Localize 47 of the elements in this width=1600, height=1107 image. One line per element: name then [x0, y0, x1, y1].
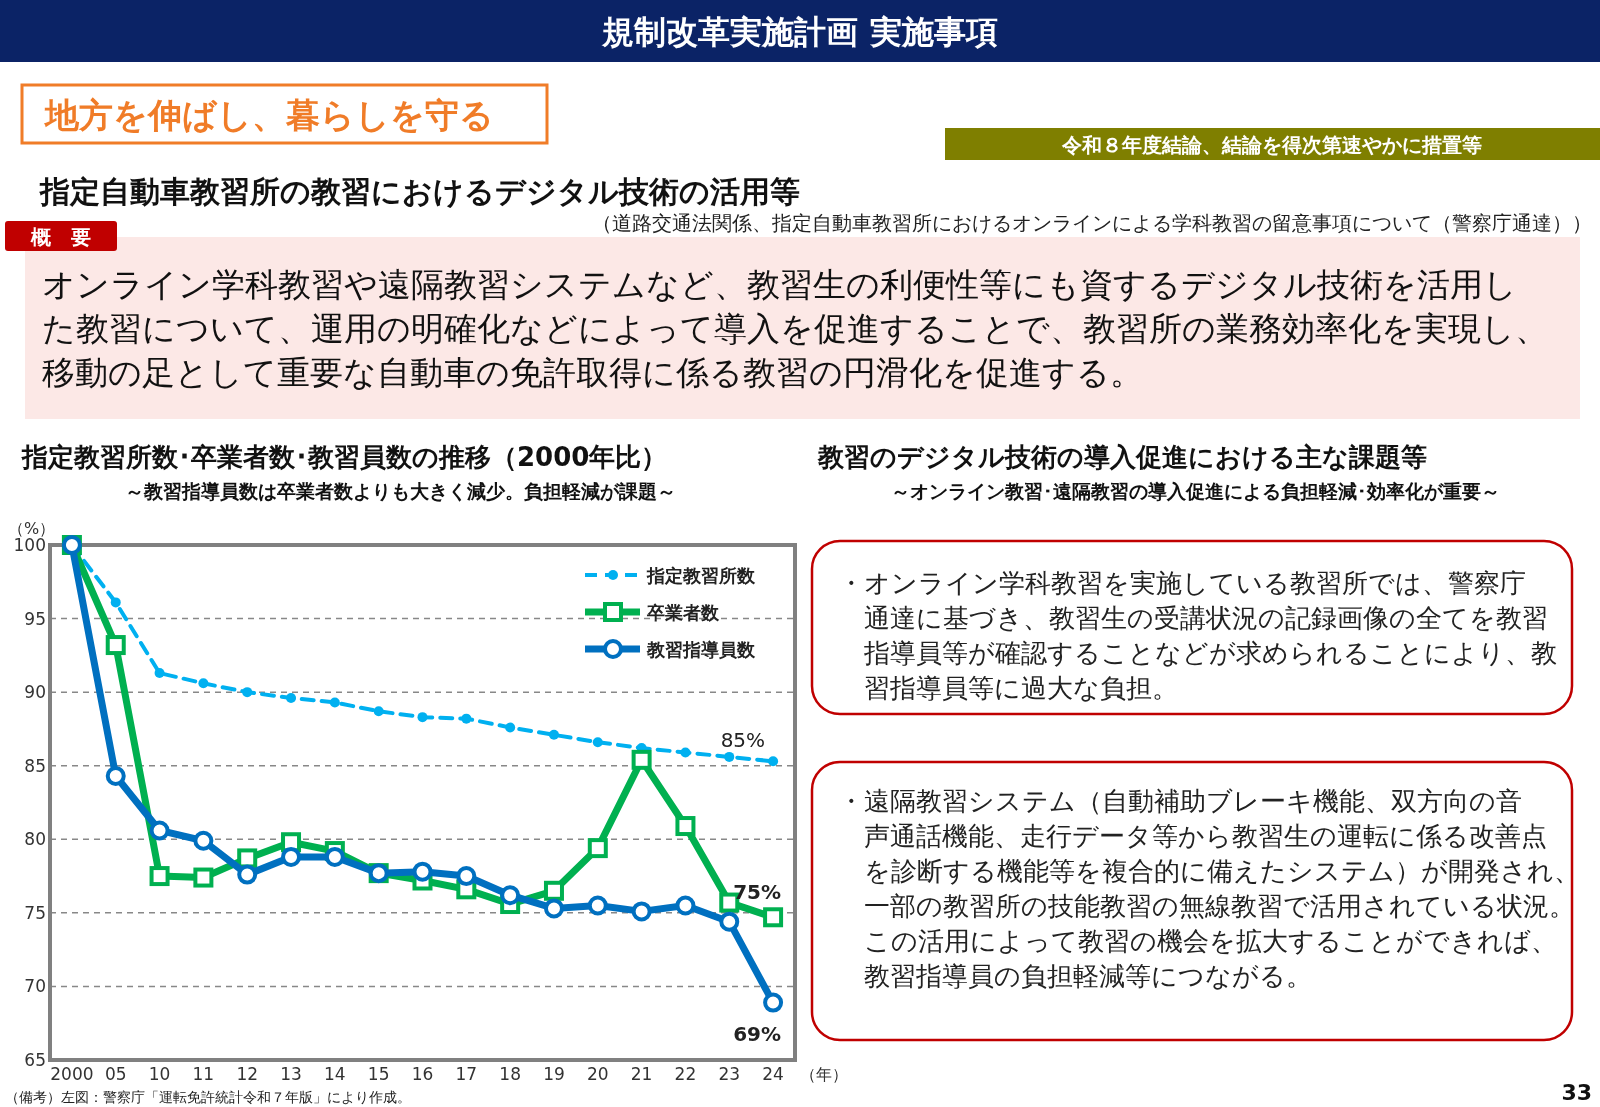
- data-label: 85%: [720, 728, 766, 753]
- chart-subtitle: ～教習指導員数は卒業者数よりも大きく減少。負担軽減が課題～: [124, 480, 676, 502]
- x-tick-label: 17: [455, 1064, 478, 1084]
- y-tick-label: 70: [24, 976, 46, 997]
- legend-label: 教習指導員数: [646, 639, 756, 660]
- x-tick-label: 11: [192, 1064, 215, 1084]
- text: ・遠隔教習システム（自動補助ブレーキ機能、双方向の音声通話機能、走行データ等から教習生の運転に係る改善点を診断する機能等を複合的に備えたシステム）が開発され、一部の教習所の技能教習の無線教習で活用されている状況。この活用によって教習の機会を拡大することができれば、教習指導員の負担軽減等につながる。: [838, 786, 1580, 991]
- text: 教習のデジタル技術の導入促進における主な課題等: [817, 442, 1427, 472]
- y-tick-label: 85: [24, 755, 46, 776]
- chart-title: 指定教習所数･卒業者数･教習員数の推移（2000年比）: [21, 442, 668, 472]
- x-tick-label: 23: [718, 1064, 741, 1084]
- x-tick-label: 18: [499, 1064, 521, 1084]
- data-label: 69%: [733, 1021, 782, 1046]
- text: （備考）左図：警察庁「運転免許統計令和７年版」により作成。: [5, 1089, 411, 1105]
- text: 規制改革実施計画 実施事項: [601, 13, 998, 51]
- y-tick-label: 65: [24, 1050, 46, 1070]
- x-tick-label: 13: [280, 1064, 302, 1084]
- x-tick-label: 12: [236, 1064, 259, 1084]
- x-tick-label: 15: [367, 1064, 390, 1084]
- x-axis-title: （年）: [800, 1065, 848, 1084]
- x-tick-label: 2000: [50, 1064, 94, 1084]
- text: 指定自動車教習所の教習におけるデジタル技術の活用等: [39, 174, 800, 209]
- y-tick-label: 75: [24, 902, 46, 923]
- text: （道路交通法関係、指定自動車教習所におけるオンラインによる学科教習の留意事項について（警察庁通達））: [592, 211, 1592, 235]
- text: 概 要: [30, 225, 91, 249]
- x-tick-label: 24: [762, 1064, 784, 1084]
- legend-label: 指定教習所数: [646, 565, 756, 586]
- text: 地方を伸ばし、暮らしを守る: [43, 95, 494, 135]
- x-tick-label: 19: [543, 1064, 565, 1084]
- text: オンライン学科教習や遠隔教習システムなど、教習生の利便性等にも資するデジタル技術を活用した教習について、運用の明確化などによって導入を促進することで、教習所の業務効率化を実現し、移動の足として重要な自動車の免許取得に係る教習の円滑化を促進する。: [42, 265, 1548, 392]
- text: ～オンライン教習･遠隔教習の導入促進による負担軽減･効率化が重要～: [890, 480, 1500, 502]
- y-axis-title: （%）: [8, 519, 56, 538]
- y-tick-label: 95: [24, 608, 46, 629]
- x-tick-label: 21: [630, 1064, 653, 1084]
- y-tick-label: 80: [24, 829, 46, 850]
- x-tick-label: 20: [586, 1064, 609, 1084]
- x-tick-label: 10: [148, 1064, 171, 1084]
- text: ・オンライン学科教習を実施している教習所では、警察庁通達に基づき、教習生の受講状況の記録画像の全てを教習指導員等が確認することなどが求められることにより、教習指導員等に過大な負担。: [838, 568, 1557, 703]
- text: 令和８年度結論、結論を得次第速やかに措置等: [1061, 133, 1482, 157]
- data-label: 75%: [733, 880, 782, 905]
- legend-label: 卒業者数: [646, 602, 720, 623]
- x-tick-label: 05: [104, 1064, 127, 1084]
- x-tick-label: 22: [674, 1064, 697, 1084]
- y-tick-label: 90: [24, 682, 46, 703]
- text: 33: [1561, 1080, 1592, 1105]
- x-tick-label: 16: [411, 1064, 434, 1084]
- x-tick-label: 14: [324, 1064, 346, 1084]
